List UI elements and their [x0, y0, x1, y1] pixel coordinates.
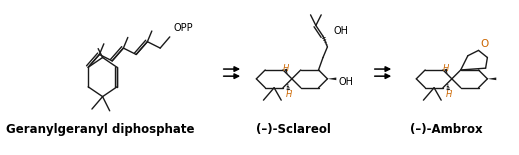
Text: OH: OH — [338, 77, 353, 87]
Text: OH: OH — [334, 26, 349, 36]
Text: Geranylgeranyl diphosphate: Geranylgeranyl diphosphate — [6, 123, 195, 136]
Text: (–)-Ambrox: (–)-Ambrox — [410, 123, 483, 136]
Polygon shape — [327, 78, 336, 80]
Text: (–)-Sclareol: (–)-Sclareol — [256, 123, 331, 136]
Text: OPP: OPP — [173, 23, 193, 33]
Text: O: O — [480, 39, 488, 49]
Text: H: H — [443, 64, 449, 73]
Text: Ḣ: Ḣ — [446, 90, 452, 99]
Text: Ḣ: Ḣ — [286, 90, 292, 99]
Text: H: H — [282, 64, 289, 73]
Polygon shape — [487, 78, 496, 80]
Polygon shape — [444, 69, 447, 74]
Polygon shape — [284, 69, 288, 74]
